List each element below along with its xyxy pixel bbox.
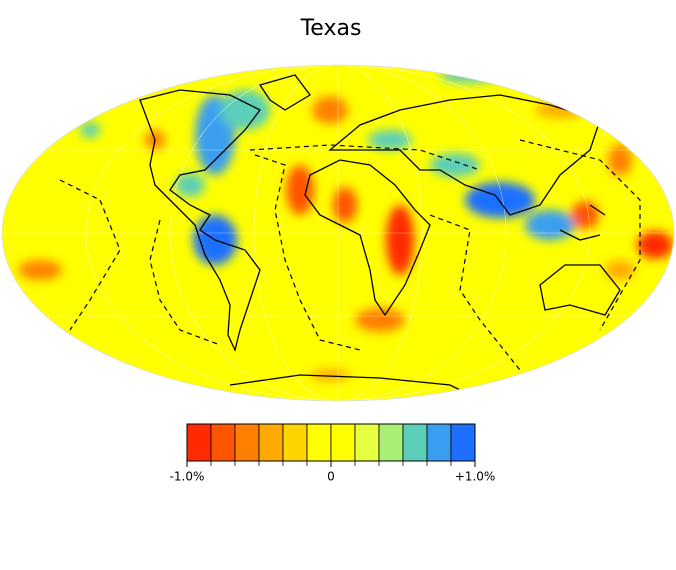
colorbar: -1.0% 0 +1.0% [170, 423, 496, 484]
map-title: Texas [300, 16, 362, 41]
colorbar-segment [210, 423, 236, 462]
colorbar-segment [354, 423, 380, 462]
colorbar-segment [306, 423, 332, 462]
colorbar-tick-label: -1.0% [170, 470, 205, 484]
colorbar-segment [378, 423, 404, 462]
colorbar-segment [282, 423, 308, 462]
colorbar-segment [402, 423, 428, 462]
colorbar-segment [186, 423, 212, 462]
globe-outline [1, 64, 675, 402]
colorbar-segment [330, 423, 356, 462]
plate-boundaries [59, 139, 641, 371]
colorbar-segment [426, 423, 452, 462]
colorbar-segment [258, 423, 284, 462]
colorbar-tick-label: 0 [327, 470, 335, 484]
colorbar-segment [234, 423, 260, 462]
colorbar-tick-label: +1.0% [455, 470, 496, 484]
coastlines [139, 74, 621, 396]
map [2, 65, 674, 401]
colorbar-segment [450, 423, 476, 462]
